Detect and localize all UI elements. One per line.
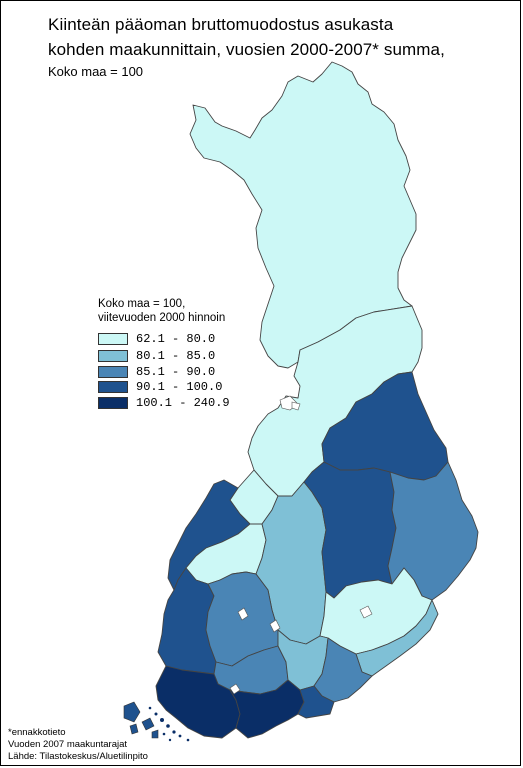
- legend-label: 80.1 - 85.0: [136, 349, 216, 363]
- legend-swatch: [98, 333, 128, 345]
- map-title-line-2: kohden maakunnittain, vuosien 2000-2007*…: [48, 40, 445, 59]
- note-source: Lähde: Tilastokeskus/Aluetilinpito: [8, 751, 148, 762]
- legend-label: 90.1 - 100.0: [136, 380, 223, 394]
- legend-title-line-1: Koko maa = 100,: [98, 298, 186, 310]
- archipelago-islands: [148, 706, 190, 742]
- region-ahvenanmaa: [123, 701, 159, 739]
- region-ita-uusimaa: [297, 685, 335, 719]
- legend-swatch: [98, 397, 128, 409]
- legend-label: 62.1 - 80.0: [136, 332, 216, 346]
- region-pohjois-karjala: [387, 461, 479, 601]
- note-region-borders: Vuoden 2007 maakuntarajat: [8, 739, 128, 750]
- legend-label: 85.1 - 90.0: [136, 365, 216, 379]
- region-etela-karjala: [355, 599, 439, 677]
- region-lappi: [189, 61, 417, 369]
- legend-label: 100.1 - 240.9: [136, 396, 230, 410]
- map-subtitle: Koko maa = 100: [48, 64, 144, 79]
- legend-title: Koko maa = 100, viitevuoden 2000 hinnoin: [98, 297, 225, 325]
- lakes: [229, 395, 373, 695]
- legend-swatch: [98, 350, 128, 362]
- legend-swatch: [98, 381, 128, 393]
- legend-title-line-2: viitevuoden 2000 hinnoin: [98, 312, 226, 324]
- legend-swatch: [98, 366, 128, 378]
- note-preliminary: *ennakkotieto: [8, 727, 66, 738]
- map-title-line-1: Kiinteän pääoman bruttomuodostus asukast…: [48, 15, 394, 34]
- region-kymenlaakso: [313, 637, 373, 703]
- region-uusimaa: [229, 679, 305, 739]
